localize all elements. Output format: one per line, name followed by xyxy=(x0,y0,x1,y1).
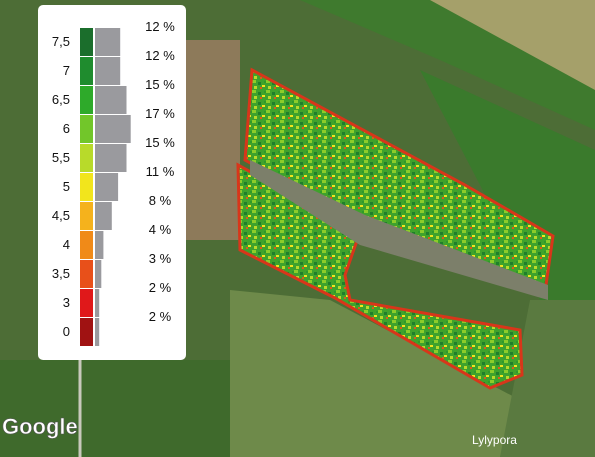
crop-zone xyxy=(236,162,524,390)
legend-percent-label: 12 % xyxy=(145,19,175,34)
legend-swatch xyxy=(80,289,93,317)
legend-bar xyxy=(95,144,127,172)
legend-percent-label: 11 % xyxy=(146,164,175,179)
field xyxy=(500,300,595,457)
legend-bar xyxy=(95,173,119,201)
field xyxy=(230,290,520,457)
legend-percent-label: 4 % xyxy=(149,222,172,237)
legend-class-label: 4,5 xyxy=(52,208,70,223)
legend-class-label: 6 xyxy=(63,121,70,136)
legend-percent-label: 2 % xyxy=(149,309,172,324)
legend-bar xyxy=(95,57,121,85)
legend-class-label: 7 xyxy=(63,63,70,78)
legend-swatch xyxy=(80,144,93,172)
legend-bar xyxy=(95,231,104,259)
field xyxy=(430,0,595,90)
legend-class-label: 3,5 xyxy=(52,266,70,281)
legend-bar xyxy=(95,86,127,114)
legend-percent-label: 15 % xyxy=(145,135,175,150)
legend-swatch xyxy=(80,28,93,56)
legend-swatch xyxy=(80,115,93,143)
legend-swatch xyxy=(80,318,93,346)
legend-percent-label: 15 % xyxy=(145,77,175,92)
legend-bar xyxy=(95,260,102,288)
place-label: Lylypora xyxy=(472,433,517,447)
legend-bar xyxy=(95,202,112,230)
legend-swatch xyxy=(80,86,93,114)
legend-percent-label: 3 % xyxy=(149,251,172,266)
legend-class-label: 3 xyxy=(63,295,70,310)
legend-class-label: 4 xyxy=(63,237,70,252)
legend-swatch xyxy=(80,260,93,288)
legend-bar xyxy=(95,28,121,56)
legend-class-label: 5 xyxy=(63,179,70,194)
legend-bar xyxy=(95,115,131,143)
field xyxy=(185,40,240,240)
legend-bar xyxy=(95,318,100,346)
legend-bar xyxy=(95,289,100,317)
legend-percent-label: 12 % xyxy=(145,48,175,63)
legend-swatch xyxy=(80,173,93,201)
attribution: Google xyxy=(2,414,78,439)
legend-class-label: 7,5 xyxy=(52,34,70,49)
track xyxy=(250,160,548,300)
legend-percent-label: 17 % xyxy=(145,106,175,121)
legend-swatch xyxy=(80,231,93,259)
legend-swatch xyxy=(80,202,93,230)
legend: 7,5 12 % 7 12 % 6,5 15 % 6 17 % 5,5 15 % 5 11 % 4,5 8… xyxy=(52,19,175,346)
legend-percent-label: 2 % xyxy=(149,280,172,295)
legend-percent-label: 8 % xyxy=(149,193,172,208)
legend-class-label: 6,5 xyxy=(52,92,70,107)
legend-class-label: 0 xyxy=(63,324,70,339)
field xyxy=(0,360,230,457)
legend-class-label: 5,5 xyxy=(52,150,70,165)
legend-swatch xyxy=(80,57,93,85)
